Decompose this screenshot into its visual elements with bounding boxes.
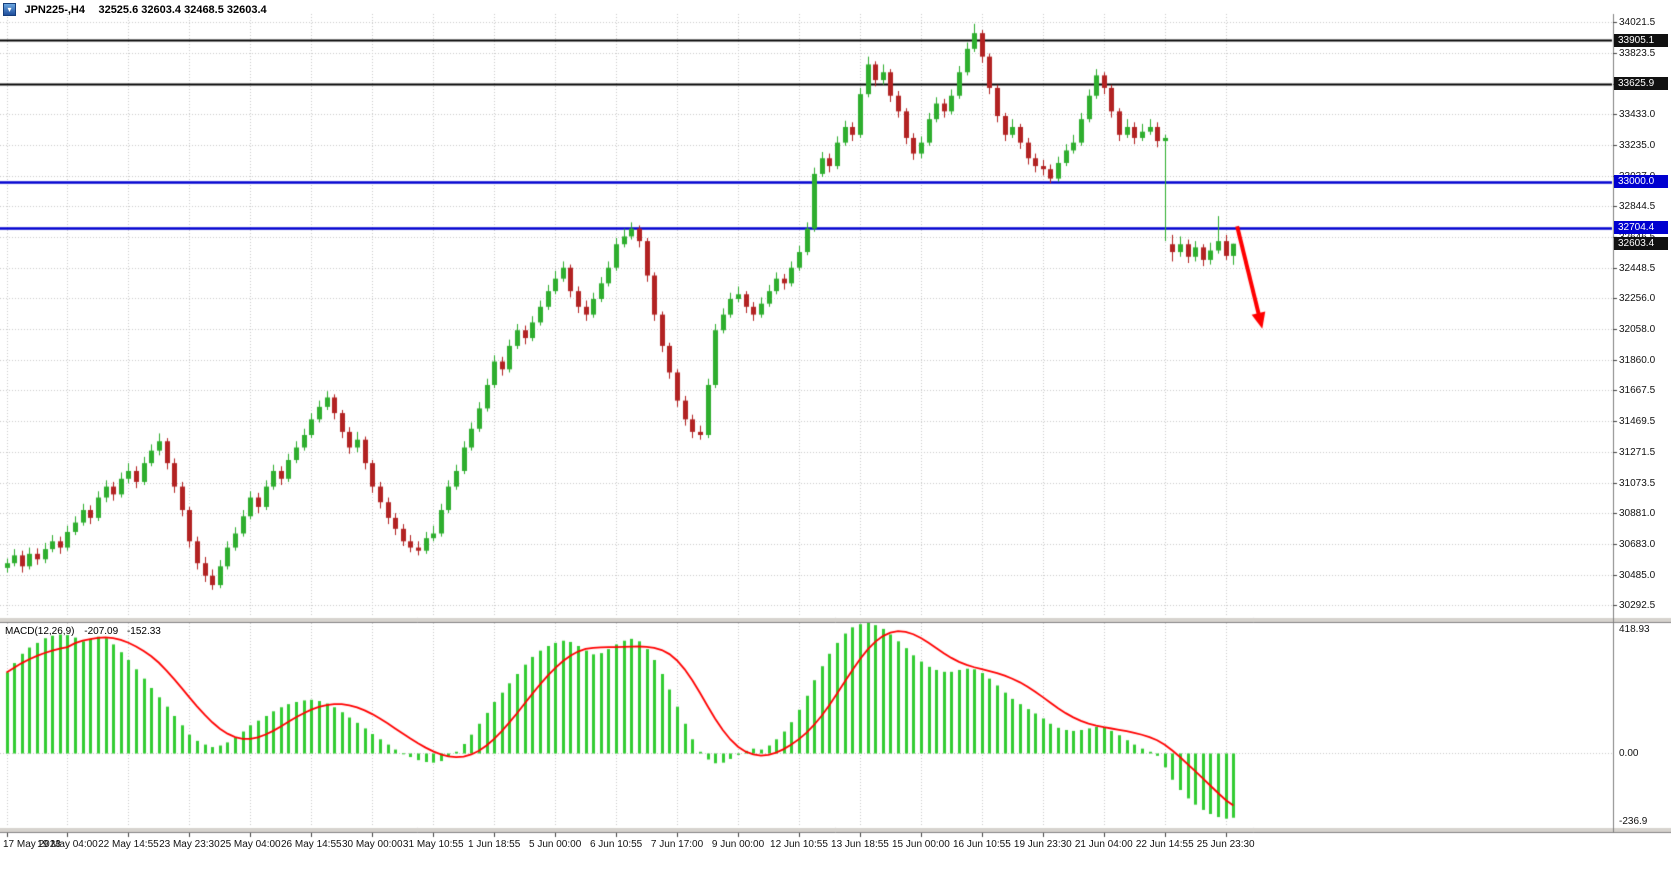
level-price-badge: 33625.9 (1614, 77, 1668, 91)
time-tick-label: 22 Jun 14:55 (1135, 839, 1194, 850)
macd-axis-min-label: -236.9 (1619, 816, 1648, 827)
price-tick-label: 33433.0 (1619, 109, 1656, 120)
price-tick-label: 32256.0 (1619, 293, 1656, 305)
time-tick-label: 25 May 04:00 (220, 839, 281, 850)
time-tick-label: 15 Jun 00:00 (891, 839, 950, 850)
price-tick-label: 34021.5 (1619, 17, 1656, 28)
level-price-badge: 32704.4 (1614, 221, 1668, 235)
panel-divider[interactable] (0, 827, 1671, 833)
price-tick-label: 31667.5 (1619, 385, 1656, 397)
time-tick-label: 31 May 10:55 (402, 839, 464, 850)
price-tick-label: 31271.5 (1619, 446, 1656, 458)
time-tick-label: 26 May 14:55 (280, 839, 342, 850)
time-tick-label: 19 May 04:00 (37, 839, 98, 850)
macd-signal-value: -152.33 (126, 626, 161, 637)
price-tick-label: 32448.5 (1619, 262, 1656, 274)
price-tick-label: 33823.5 (1619, 47, 1656, 59)
current-price-badge: 32603.4 (1614, 237, 1668, 251)
symbol-timeframe-label: JPN225-,H4 (24, 3, 85, 16)
chart-window-icon[interactable]: ▾ (3, 3, 16, 17)
level-price-badge: 33905.1 (1614, 33, 1668, 47)
time-tick-label: 6 Jun 10:55 (589, 839, 643, 850)
ohlc-values: 32525.6 32603.4 32468.5 32603.4 (98, 3, 267, 16)
time-tick-label: 12 Jun 10:55 (770, 839, 828, 850)
time-tick-label: 23 May 23:30 (159, 839, 220, 850)
price-tick-label: 30485.0 (1619, 569, 1656, 581)
time-tick-label: 22 May 14:55 (98, 839, 159, 850)
price-tick-label: 33235.0 (1619, 139, 1656, 151)
time-tick-label: 30 May 00:00 (341, 839, 403, 850)
time-tick-label: 25 Jun 23:30 (1196, 839, 1255, 850)
macd-main-value: -207.09 (84, 626, 119, 637)
time-tick-label: 9 Jun 00:00 (711, 839, 765, 850)
price-tick-label: 32058.0 (1619, 323, 1656, 335)
price-tick-label: 31469.5 (1619, 416, 1656, 427)
time-tick-label: 21 Jun 04:00 (1074, 839, 1133, 850)
time-tick-label: 7 Jun 17:00 (650, 839, 704, 850)
price-tick-label: 31860.0 (1619, 354, 1656, 366)
price-tick-label: 31073.5 (1619, 477, 1656, 489)
time-tick-label: 16 Jun 10:55 (952, 839, 1011, 850)
macd-axis-max-label: 418.93 (1619, 624, 1650, 635)
level-price-badge: 33000.0 (1614, 175, 1668, 189)
time-tick-label: 17 May 2023 (3, 839, 61, 850)
macd-axis-zero-label: 0.00 (1619, 748, 1639, 760)
price-tick-label: 30683.0 (1619, 538, 1656, 550)
caret-down-icon: ▾ (7, 5, 12, 15)
price-tick-label: 30881.0 (1619, 508, 1656, 520)
chart-title-overlay: ▾ JPN225-,H4 32525.6 32603.4 32468.5 326… (3, 1, 267, 17)
time-tick-label: 13 Jun 18:55 (831, 839, 889, 850)
time-tick-label: 5 Jun 00:00 (528, 839, 582, 850)
price-tick-label: 32844.5 (1619, 201, 1656, 213)
price-tick-label: 30292.5 (1619, 600, 1656, 612)
panel-divider[interactable] (0, 617, 1671, 623)
time-tick-label: 19 Jun 23:30 (1013, 839, 1072, 850)
macd-name: MACD(12,26,9) (5, 626, 75, 637)
time-tick-label: 1 Jun 18:55 (468, 839, 521, 850)
macd-indicator-label: MACD(12,26,9) -207.09 -152.33 (5, 626, 161, 637)
